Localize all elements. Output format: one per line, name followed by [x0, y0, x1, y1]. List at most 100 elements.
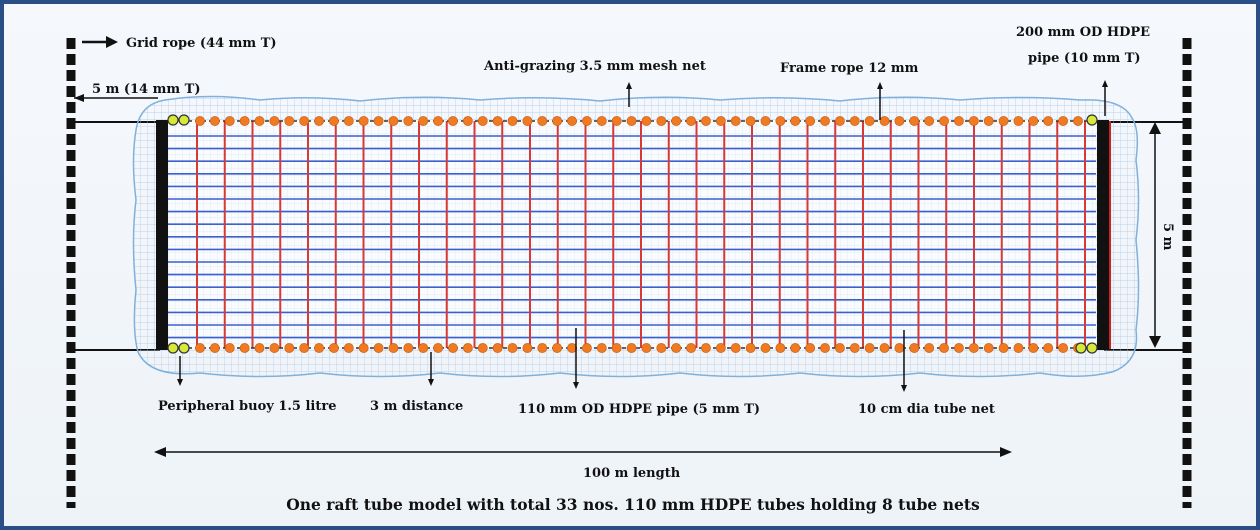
peripheral-buoy: [507, 116, 518, 126]
peripheral-buoy: [507, 343, 518, 353]
peripheral-buoy: [224, 116, 235, 126]
peripheral-buoy: [909, 343, 920, 353]
peripheral-buoy: [433, 116, 444, 126]
peripheral-buoy: [582, 343, 592, 353]
peripheral-buoy: [254, 343, 265, 353]
peripheral-buoy: [1058, 343, 1069, 353]
peripheral-buoy: [239, 116, 250, 126]
frame-rope-leader-head: [877, 82, 883, 89]
left-gap-arrowhead: [74, 94, 84, 102]
peripheral-buoy: [790, 343, 801, 353]
peripheral-buoy: [745, 116, 756, 126]
peripheral-buoy: [820, 343, 830, 353]
peripheral-buoy: [790, 116, 801, 126]
peripheral-buoy: [195, 343, 205, 353]
peripheral-buoy: [522, 343, 533, 353]
peripheral-buoy: [477, 116, 488, 126]
corner-buoy: [167, 114, 179, 126]
peripheral-buoy: [968, 116, 979, 126]
frame-rope-label: Frame rope 12 mm: [780, 61, 919, 76]
peripheral-buoy: [656, 343, 667, 353]
peripheral-buoy: [448, 343, 458, 353]
peripheral-buoy: [1043, 116, 1054, 126]
peripheral-buoy: [343, 116, 354, 126]
peripheral-buoy: [343, 343, 354, 353]
length-arrowhead-left: [154, 447, 166, 457]
tube-net-label: 10 cm dia tube net: [858, 402, 995, 417]
distance-label: 3 m distance: [370, 399, 463, 414]
distance-leader-head: [428, 379, 434, 386]
peripheral-buoy: [611, 116, 622, 126]
anti-grazing-leader-head: [626, 82, 632, 89]
peripheral-buoy: [611, 343, 622, 353]
peripheral-buoy: [864, 116, 875, 126]
peripheral-buoy: [358, 116, 369, 126]
peripheral-buoy: [418, 116, 429, 126]
peripheral-buoy: [403, 343, 414, 353]
peripheral-buoy: [939, 116, 949, 126]
peripheral-buoy: [567, 116, 577, 126]
tube-pipe-leader-head: [573, 382, 579, 389]
peripheral-buoy: [954, 343, 964, 353]
peripheral-buoy: [1028, 343, 1039, 353]
peripheral-buoy: [537, 343, 548, 353]
width-arrowhead-top: [1149, 122, 1161, 134]
corner-buoy: [1086, 114, 1098, 126]
peripheral-buoy: [284, 343, 295, 353]
peripheral-buoy: [686, 343, 696, 353]
peripheral-buoy: [388, 116, 399, 126]
tube-net-leader-head: [901, 385, 907, 392]
peripheral-buoy: [1013, 343, 1024, 353]
peripheral-buoy: [552, 343, 563, 353]
peripheral-buoy: [924, 343, 935, 353]
peripheral-buoy: [537, 116, 548, 126]
peripheral-buoy: [254, 116, 265, 126]
peripheral-buoy: [834, 343, 845, 353]
peripheral-buoy-label: Peripheral buoy 1.5 litre: [158, 399, 336, 414]
peripheral-buoy: [998, 343, 1009, 353]
raft-interior: [168, 121, 1096, 348]
peripheral-buoy: [879, 116, 890, 126]
end-pipe-label-line2: pipe (10 mm T): [1028, 51, 1141, 66]
peripheral-buoy: [596, 343, 607, 353]
peripheral-buoy: [373, 343, 384, 353]
peripheral-buoy: [314, 116, 324, 126]
peripheral-buoy: [1028, 116, 1039, 126]
peripheral-buoy: [462, 116, 473, 126]
peripheral-buoy: [805, 343, 816, 353]
width-label: 5 m: [1160, 223, 1175, 251]
peripheral-buoy: [775, 116, 786, 126]
peripheral-buoy: [329, 343, 339, 353]
peripheral-buoy: [462, 343, 473, 353]
diagram-caption: One raft tube model with total 33 nos. 1…: [286, 495, 980, 514]
peripheral-buoy: [730, 116, 741, 126]
peripheral-buoy: [641, 116, 652, 126]
hdpe-tubes: [196, 121, 1086, 348]
peripheral-buoy: [1058, 116, 1069, 126]
peripheral-buoy: [269, 343, 280, 353]
corner-buoy: [167, 342, 179, 354]
peripheral-buoy: [492, 116, 503, 126]
peripheral-buoy: [894, 343, 905, 353]
peripheral-buoy: [983, 343, 994, 353]
peripheral-buoy: [656, 116, 667, 126]
peripheral-buoy: [864, 343, 875, 353]
peripheral-buoy: [760, 116, 771, 126]
peripheral-buoy: [834, 116, 845, 126]
peripheral-buoy: [983, 116, 994, 126]
peripheral-buoy: [775, 343, 786, 353]
peripheral-buoy: [701, 116, 711, 126]
peripheral-buoy: [1073, 116, 1083, 126]
peripheral-buoy: [745, 343, 756, 353]
peripheral-buoy: [224, 343, 235, 353]
peripheral-buoys: [195, 116, 1083, 353]
end-pipe-left: [156, 120, 168, 350]
peripheral-buoy: [1043, 343, 1054, 353]
peripheral-buoy: [701, 343, 711, 353]
peripheral-buoy: [954, 116, 964, 126]
peripheral-buoy: [329, 116, 339, 126]
left-gap-label: 5 m (14 mm T): [92, 82, 200, 97]
corner-buoy: [178, 114, 190, 126]
corner-buoy: [1086, 342, 1098, 354]
